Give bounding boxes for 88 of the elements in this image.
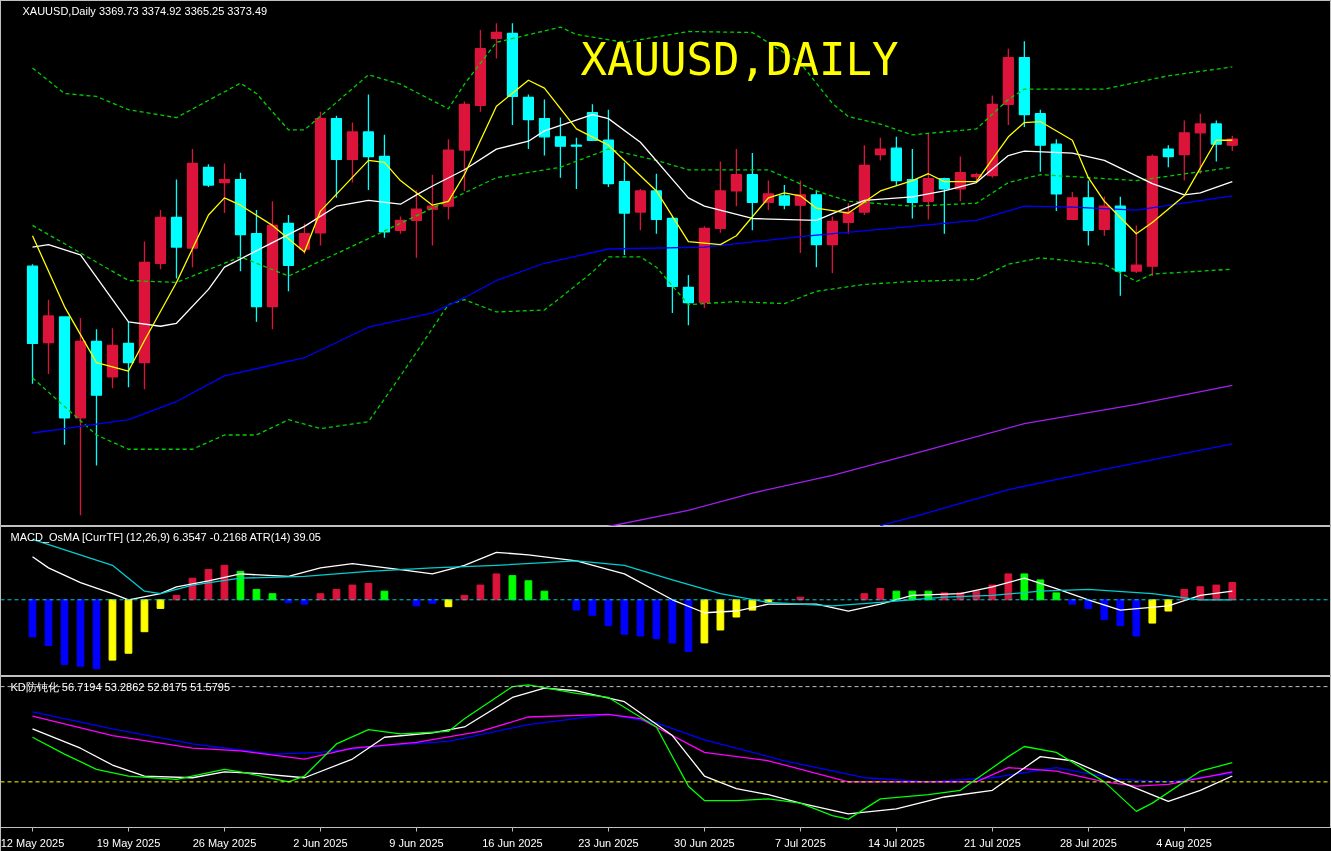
bar — [524, 580, 533, 601]
bar — [1100, 599, 1109, 621]
bar — [700, 599, 709, 644]
chart-subtitle: XAUUSD,Daily 3369.73 3374.92 3365.25 3373.49 — [22, 4, 268, 17]
candlestick — [490, 22, 503, 60]
x-tick-label: 14 Jul 2025 — [867, 836, 925, 849]
bar — [284, 599, 293, 603]
candlestick — [122, 321, 135, 388]
candlestick — [922, 132, 934, 221]
bar — [380, 590, 389, 601]
bar — [620, 599, 629, 635]
bar — [636, 599, 645, 637]
bar — [428, 599, 437, 604]
bar — [124, 599, 133, 654]
bar — [476, 584, 485, 601]
bar — [28, 599, 37, 638]
candlestick — [842, 202, 854, 235]
chart-title: KD防钝化 56.7194 53.2862 52.8175 51.5795 — [10, 680, 231, 693]
bar — [444, 599, 453, 608]
bar — [716, 599, 725, 631]
x-tick-label: 19 May 2025 — [96, 836, 161, 849]
x-tick-label: 28 Jul 2025 — [1059, 836, 1117, 849]
x-tick-label: 2 Jun 2025 — [293, 836, 348, 849]
bar — [652, 599, 661, 640]
candlestick — [554, 116, 567, 179]
candlestick — [1194, 113, 1206, 175]
bar — [860, 593, 869, 601]
candlestick — [634, 188, 647, 231]
candlestick — [570, 137, 583, 190]
bar — [1116, 599, 1125, 627]
bar — [876, 588, 885, 601]
candlestick — [1178, 119, 1190, 182]
bar — [732, 599, 741, 618]
bar — [1084, 599, 1093, 609]
bar — [220, 564, 229, 601]
x-tick-label: 30 Jun 2025 — [674, 836, 735, 849]
bar — [1068, 599, 1077, 605]
bar — [540, 590, 549, 601]
bar — [108, 599, 117, 661]
candlestick — [522, 93, 535, 150]
bar — [364, 582, 373, 601]
candlestick — [1066, 191, 1078, 221]
bar — [604, 599, 613, 627]
bar — [572, 599, 581, 611]
bar — [60, 599, 69, 665]
bar — [268, 593, 277, 601]
candlestick — [1130, 224, 1142, 274]
bar — [1228, 582, 1237, 601]
bar — [1148, 599, 1157, 624]
candlestick — [1162, 144, 1174, 168]
bar — [300, 599, 309, 605]
bar — [156, 599, 165, 609]
candlestick — [730, 148, 742, 207]
chart-title: XAUUSD,DAILY — [580, 33, 899, 85]
bar — [1132, 599, 1141, 637]
x-tick-label: 16 Jun 2025 — [482, 836, 543, 849]
bar — [684, 599, 693, 652]
bar — [252, 588, 261, 601]
bar — [92, 599, 101, 670]
bar — [492, 573, 501, 601]
candlestick — [202, 163, 215, 188]
bar — [668, 599, 677, 644]
bar — [508, 575, 517, 601]
candlestick — [778, 184, 790, 210]
candlestick — [1210, 119, 1222, 163]
candlestick — [410, 189, 423, 259]
bar — [76, 599, 85, 667]
x-tick-label: 12 May 2025 — [0, 836, 65, 849]
candlestick — [682, 274, 695, 326]
candlestick — [1098, 196, 1110, 237]
bar — [412, 599, 421, 607]
bar — [332, 588, 341, 601]
x-tick-label: 23 Jun 2025 — [578, 836, 639, 849]
bar — [588, 599, 597, 616]
bar — [140, 599, 149, 633]
x-tick-label: 7 Jul 2025 — [775, 836, 826, 849]
bar — [316, 593, 325, 601]
candlestick — [826, 215, 838, 274]
x-tick-label: 4 Aug 2025 — [1156, 836, 1212, 849]
chart-title: MACD_OsMA [CurrTF] (12,26,9) 6.3547 -0.2168 ATR(14) 39.05 — [10, 530, 321, 543]
x-tick-label: 21 Jul 2025 — [963, 836, 1021, 849]
candlestick — [874, 137, 886, 162]
x-tick-label: 9 Jun 2025 — [389, 836, 444, 849]
bar — [44, 599, 53, 646]
bar — [348, 584, 357, 601]
x-tick-label: 26 May 2025 — [192, 836, 257, 849]
candlestick — [218, 162, 231, 214]
bar — [1052, 592, 1061, 601]
